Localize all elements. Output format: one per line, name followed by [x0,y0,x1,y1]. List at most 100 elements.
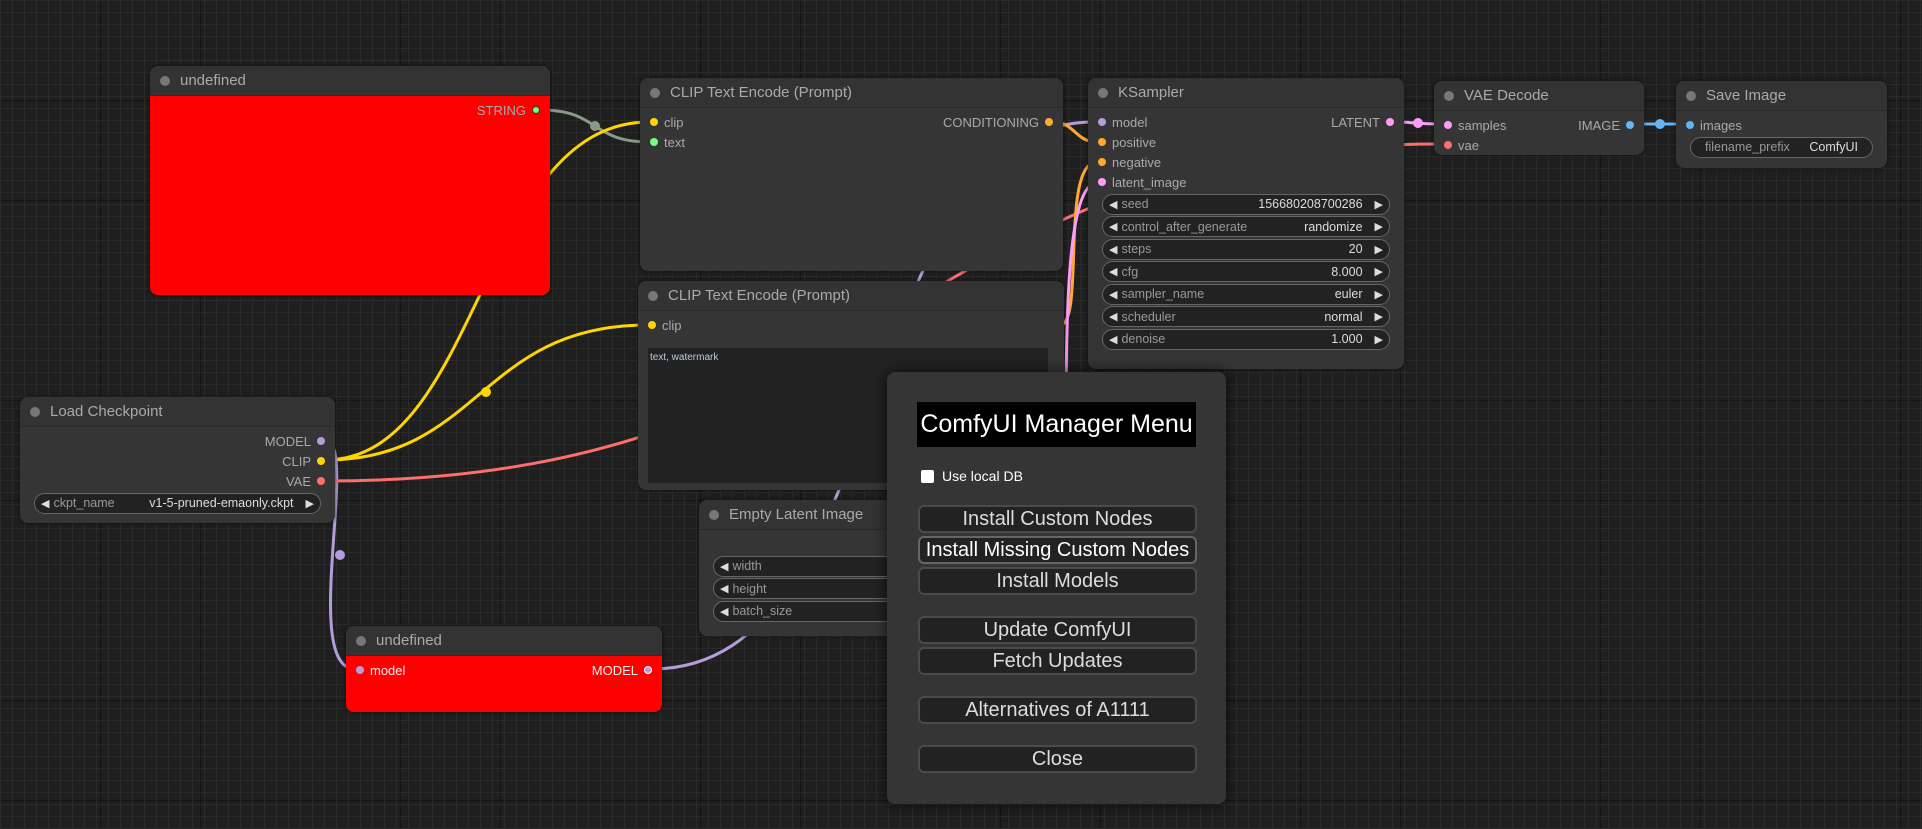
node-vae-decode[interactable]: VAE Decode samples IMAGE vae [1434,81,1644,155]
widget-label: width [732,559,762,573]
collapse-dot-icon[interactable] [30,407,40,417]
node-undefined-model[interactable]: undefined model MODEL [346,626,662,712]
widget-value: euler [1334,287,1363,301]
input-pin-clip[interactable] [650,118,658,126]
input-pin-negative[interactable] [1098,158,1106,166]
widget-label: seed [1121,197,1149,211]
input-label: clip [662,317,682,333]
output-label: VAE [285,473,311,489]
collapse-dot-icon[interactable] [356,636,366,646]
widget-label: denoise [1121,332,1166,346]
collapse-dot-icon[interactable] [709,510,719,520]
node-clip-text-encode-positive[interactable]: CLIP Text Encode (Prompt) clip CONDITIONI… [640,78,1063,271]
widget-label: cfg [1121,264,1139,279]
decrement-arrow-icon[interactable]: ◀ [1109,243,1118,256]
widget-sampler-name[interactable]: ◀ sampler_name euler ▶ [1102,283,1390,305]
input-label: samples [1458,117,1507,133]
collapse-dot-icon[interactable] [650,88,660,98]
node-title: VAE Decode [1464,87,1549,104]
increment-arrow-icon[interactable]: ▶ [1374,288,1383,301]
widget-denoise[interactable]: ◀ denoise 1.000 ▶ [1102,328,1390,350]
widget-ckpt-name[interactable]: ◀ ckpt_name v1-5-pruned-emaonly.ckpt ▶ [34,492,321,514]
collapse-dot-icon[interactable] [648,291,658,301]
output-pin-model[interactable] [317,437,325,445]
checkbox-label: Use local DB [942,468,1023,484]
collapse-dot-icon[interactable] [1444,91,1454,101]
widget-label: control_after_generate [1121,219,1248,234]
output-label: IMAGE [1578,117,1620,133]
node-title: Empty Latent Image [729,506,864,523]
input-pin-positive[interactable] [1098,138,1106,146]
decrement-arrow-icon[interactable]: ◀ [720,583,729,595]
output-pin-model[interactable] [644,666,652,674]
output-pin-clip[interactable] [317,457,325,465]
install-custom-nodes-button[interactable]: Install Custom Nodes [918,505,1197,533]
output-pin-vae[interactable] [317,477,325,485]
node-title: undefined [376,632,442,649]
output-pin-string[interactable] [532,106,540,114]
widget-value: 8.000 [1331,264,1363,279]
increment-arrow-icon[interactable]: ▶ [1374,311,1383,323]
install-missing-custom-nodes-button[interactable]: Install Missing Custom Nodes [918,536,1197,564]
widget-steps[interactable]: ◀ steps 20 ▶ [1102,238,1390,260]
input-pin-samples[interactable] [1444,121,1452,129]
widget-control-after-generate[interactable]: ◀ control_after_generate randomize ▶ [1102,216,1390,237]
node-title: Load Checkpoint [50,403,163,420]
output-pin-conditioning[interactable] [1045,118,1053,126]
node-title: undefined [180,72,246,89]
close-button[interactable]: Close [918,745,1197,773]
increment-arrow-icon[interactable]: ▶ [1374,198,1383,211]
node-save-image[interactable]: Save Image images filename_prefix ComfyUI [1676,81,1887,168]
decrement-arrow-icon[interactable]: ◀ [1109,198,1118,211]
widget-cfg[interactable]: ◀ cfg 8.000 ▶ [1102,261,1390,282]
increment-arrow-icon[interactable]: ▶ [1374,266,1383,278]
input-pin-latent-image[interactable] [1098,178,1106,186]
widget-filename-prefix[interactable]: filename_prefix ComfyUI [1690,136,1873,158]
node-clip-text-encode-negative[interactable]: CLIP Text Encode (Prompt) clip text, wat… [638,281,1064,490]
output-label: MODEL [264,433,311,449]
input-pin-model[interactable] [1098,118,1106,126]
collapse-dot-icon[interactable] [1098,88,1108,98]
node-undefined-string[interactable]: undefined STRING [150,66,550,295]
widget-seed[interactable]: ◀ seed 156680208700286 ▶ [1102,193,1390,215]
node-title: Save Image [1706,87,1787,104]
increment-arrow-icon[interactable]: ▶ [305,497,314,510]
decrement-arrow-icon[interactable]: ◀ [1109,266,1118,278]
collapse-dot-icon[interactable] [160,76,170,86]
input-pin-images[interactable] [1686,121,1694,129]
node-load-checkpoint[interactable]: Load Checkpoint MODEL CLIP VAE ◀ ckpt_nam… [20,397,335,523]
input-pin-clip[interactable] [648,321,656,329]
increment-arrow-icon[interactable]: ▶ [1374,243,1383,256]
decrement-arrow-icon[interactable]: ◀ [41,497,50,510]
increment-arrow-icon[interactable]: ▶ [1374,221,1383,233]
output-pin-latent[interactable] [1386,118,1394,126]
node-title: CLIP Text Encode (Prompt) [668,287,851,304]
output-pin-image[interactable] [1626,121,1634,129]
input-pin-vae[interactable] [1444,141,1452,149]
collapse-dot-icon[interactable] [1686,91,1696,101]
decrement-arrow-icon[interactable]: ◀ [1109,333,1118,346]
increment-arrow-icon[interactable]: ▶ [1374,333,1383,346]
install-models-button[interactable]: Install Models [918,567,1197,595]
update-comfyui-button[interactable]: Update ComfyUI [918,616,1197,644]
fetch-updates-button[interactable]: Fetch Updates [918,647,1197,675]
widget-label: scheduler [1121,309,1176,324]
decrement-arrow-icon[interactable]: ◀ [1109,311,1118,323]
decrement-arrow-icon[interactable]: ◀ [1109,221,1118,233]
input-pin-model[interactable] [356,666,364,674]
widget-scheduler[interactable]: ◀ scheduler normal ▶ [1102,306,1390,327]
output-label: MODEL [591,662,638,678]
widget-label: height [732,581,767,596]
input-label: model [370,662,406,678]
decrement-arrow-icon[interactable]: ◀ [720,560,729,573]
widget-value: ComfyUI [1809,140,1858,154]
widget-value: normal [1324,309,1363,324]
alternatives-of-a1111-button[interactable]: Alternatives of A1111 [918,696,1197,724]
node-ksampler[interactable]: KSampler model LATENT positive negative l… [1088,78,1404,369]
input-pin-text[interactable] [650,138,658,146]
checkbox-icon[interactable] [921,469,934,483]
decrement-arrow-icon[interactable]: ◀ [1109,288,1118,301]
decrement-arrow-icon[interactable]: ◀ [720,605,729,618]
widget-label: sampler_name [1121,287,1205,301]
use-local-db-checkbox[interactable]: Use local DB [921,468,1023,484]
